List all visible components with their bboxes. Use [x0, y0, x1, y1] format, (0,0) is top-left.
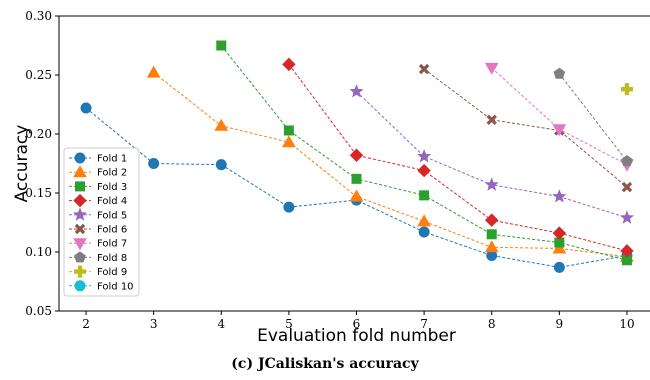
data-point [418, 226, 430, 238]
x-axis-label: Evaluation fold number [257, 326, 456, 346]
data-point [486, 114, 497, 126]
legend-label: Fold 1 [97, 154, 127, 165]
axes-ticks: 2 3 4 5 6 7 8 9 10 0.05 0.10 0.15 0.20 0.25 0.30 [25, 9, 634, 331]
data-point [215, 159, 227, 171]
plot-frame [58, 15, 650, 312]
data-point [484, 62, 499, 75]
data-point [418, 63, 430, 75]
data-point [553, 67, 566, 79]
y-axis-label: Accuracy [12, 125, 32, 203]
data-point [214, 118, 229, 131]
figure-caption: (c) JCaliskan's accuracy [231, 356, 419, 372]
legend-label: Fold 3 [97, 182, 127, 193]
legend-marker [74, 223, 86, 235]
data-point [552, 124, 567, 137]
data-point [216, 40, 227, 51]
series-line [558, 73, 628, 162]
x-tick-label: 10 [619, 317, 634, 331]
legend-label: Fold 6 [97, 225, 127, 236]
series-fold-3 [216, 40, 632, 266]
x-tick-label: 7 [420, 317, 428, 331]
legend-label: Fold 5 [97, 210, 127, 221]
legend-entry: Fold 4 [69, 193, 127, 208]
legend-label: Fold 4 [97, 196, 127, 207]
legend-entry: Fold 10 [69, 280, 134, 292]
legend-marker [73, 165, 87, 178]
legend-entry: Fold 7 [69, 238, 127, 251]
series-line [288, 64, 628, 252]
data-point [485, 213, 499, 227]
x-tick-label: 5 [285, 317, 293, 331]
legend-entry: Fold 6 [69, 223, 127, 236]
legend-marker [73, 238, 87, 251]
legend-marker [74, 280, 86, 292]
y-tick-label: 0.25 [25, 68, 52, 82]
data-point [351, 173, 362, 184]
data-point [349, 84, 364, 98]
legend-label: Fold 9 [97, 267, 127, 278]
data-point [620, 83, 633, 96]
series-line [153, 72, 628, 258]
legend: Fold 1 Fold 2 Fold 3 Fold 4 Fold 5 Fold 6 Fold… [63, 147, 140, 297]
series-fold-4 [282, 57, 634, 258]
x-tick-label: 3 [150, 317, 158, 331]
y-tick-label: 0.15 [25, 186, 52, 200]
legend-label: Fold 8 [97, 253, 127, 264]
data-point [349, 148, 364, 162]
legend-entry: Fold 8 [69, 251, 127, 264]
legend-marker [74, 251, 86, 263]
data-point [282, 57, 296, 72]
data-point [621, 181, 633, 193]
legend-entry: Fold 5 [69, 207, 127, 221]
legend-label: Fold 2 [97, 168, 127, 179]
data-point [552, 226, 567, 240]
data-point [484, 177, 499, 191]
data-point [552, 189, 567, 203]
data-point [283, 125, 294, 136]
y-tick-label: 0.30 [25, 9, 52, 23]
data-point [619, 210, 634, 224]
data-point [282, 135, 296, 148]
data-point [484, 240, 499, 253]
legend-entry: Fold 1 [69, 152, 127, 165]
series-fold-5 [349, 84, 634, 224]
data-point [146, 65, 161, 78]
accuracy-chart: 2 3 4 5 6 7 8 9 10 0.05 0.10 0.15 0.20 0.25 0.30 Fold … [12, 9, 650, 346]
data-point [486, 229, 497, 240]
legend-marker [72, 207, 88, 221]
data-point [148, 158, 160, 169]
data-point [417, 149, 432, 163]
data-point [620, 244, 634, 258]
legend-entry: Fold 2 [69, 165, 127, 179]
series-layer [80, 40, 634, 273]
series-line [423, 68, 628, 188]
legend-marker [74, 265, 86, 278]
data-point [419, 190, 430, 201]
legend-entry: Fold 9 [69, 265, 127, 278]
legend-entry: Fold 3 [69, 181, 127, 193]
data-point [417, 214, 431, 227]
data-point [80, 102, 92, 114]
legend-marker [75, 181, 85, 192]
data-point [553, 261, 565, 273]
legend-label: Fold 10 [97, 281, 134, 292]
data-point [417, 163, 431, 178]
x-tick-label: 6 [353, 317, 361, 331]
data-point [621, 155, 633, 167]
x-tick-label: 2 [82, 317, 90, 331]
data-point [283, 201, 295, 213]
y-tick-label: 0.05 [25, 304, 52, 318]
series-fold-8 [553, 67, 633, 167]
legend-label: Fold 7 [97, 239, 127, 250]
legend-marker [73, 193, 87, 208]
x-tick-label: 4 [217, 317, 225, 331]
y-tick-label: 0.10 [25, 245, 52, 259]
y-tick-label: 0.20 [25, 127, 52, 141]
series-fold-9 [620, 83, 633, 96]
data-point [552, 241, 567, 254]
legend-marker [74, 152, 86, 164]
x-tick-label: 9 [556, 317, 564, 331]
data-point [349, 189, 364, 202]
x-tick-label: 8 [488, 317, 496, 331]
